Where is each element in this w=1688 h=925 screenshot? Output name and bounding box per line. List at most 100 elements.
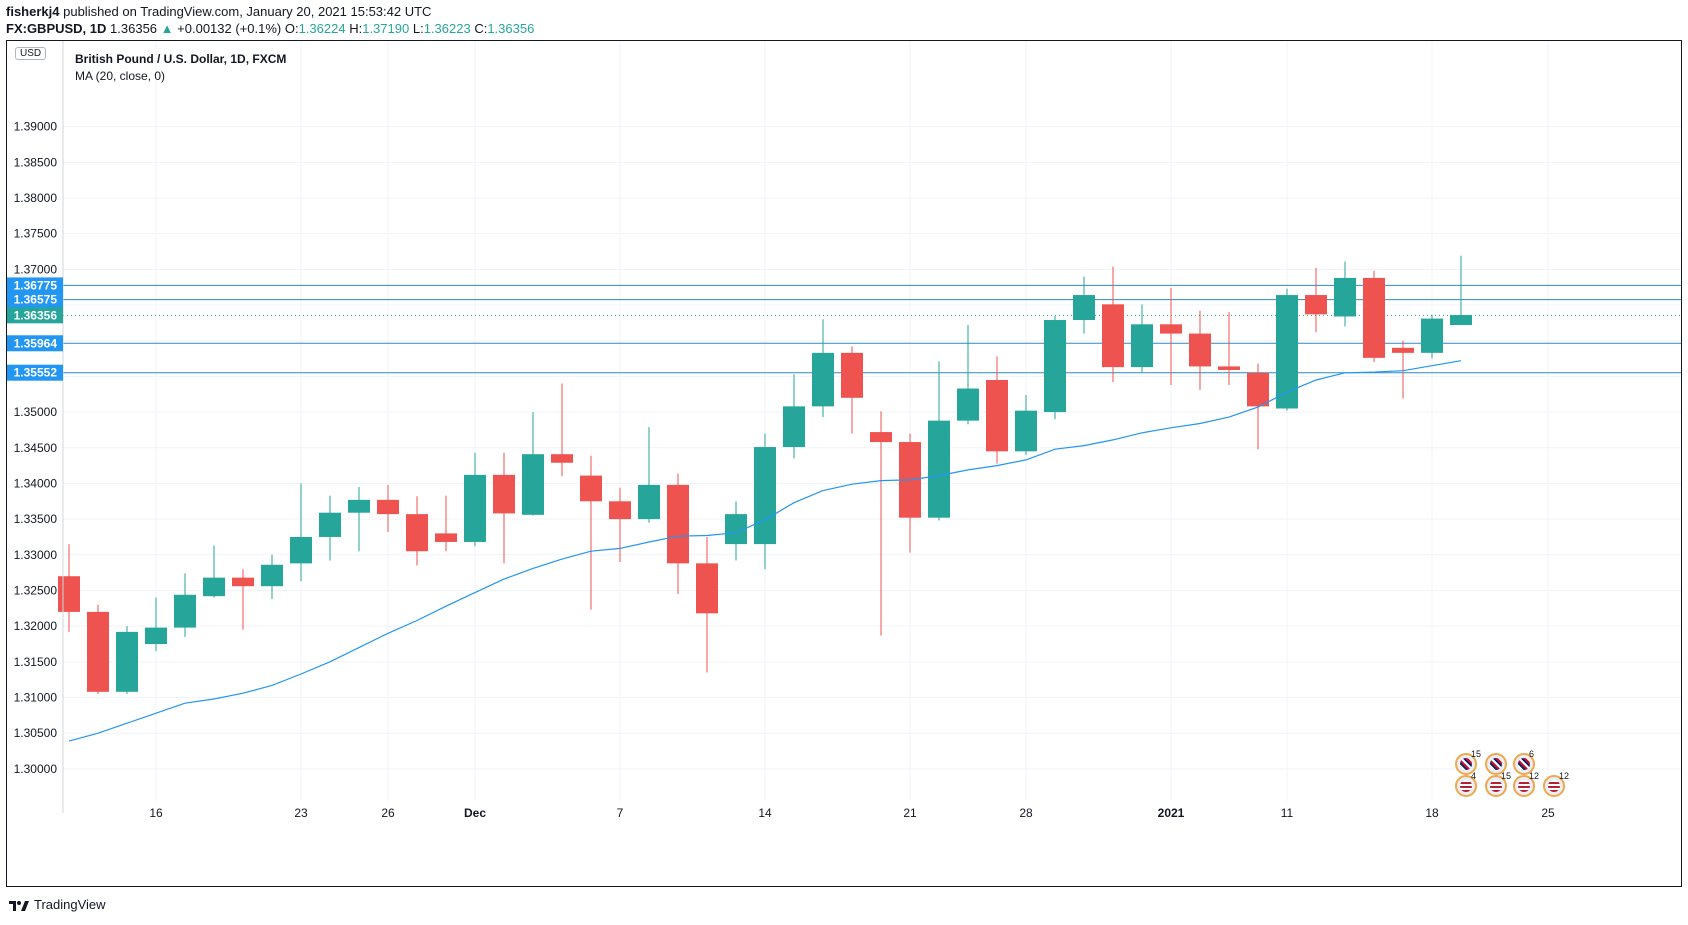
y-tick-label: 1.38000 [14,191,58,205]
uk-flag-icon[interactable]: 15 [1455,749,1481,775]
x-tick-label: 7 [617,806,624,820]
publisher-name[interactable]: fisherkj4 [6,4,60,19]
x-tick-label: 16 [149,806,163,820]
candle-body[interactable] [1131,324,1153,368]
candle-body[interactable] [145,627,167,645]
level-label-bg [7,364,63,381]
candle-body[interactable] [87,611,109,692]
published-text: published on TradingView.com, January 20… [63,4,432,19]
y-tick-label: 1.30000 [14,762,58,776]
x-tick-label: 2021 [1158,806,1185,820]
event-count: 4 [1471,771,1477,781]
candle-body[interactable] [522,454,544,515]
y-tick-label: 1.35000 [14,405,58,419]
candle-body[interactable] [1247,372,1269,407]
candle-body[interactable] [638,484,660,520]
candle-body[interactable] [232,577,254,587]
candle-body[interactable] [1015,410,1037,452]
candle-body[interactable] [754,447,776,545]
publish-line: fisherkj4 published on TradingView.com, … [6,4,431,19]
candle-body[interactable] [957,388,979,421]
candle-body[interactable] [464,474,486,542]
candle-body[interactable] [1189,333,1211,367]
candle-body[interactable] [928,420,950,518]
legend-indicator[interactable]: MA (20, close, 0) [75,69,166,83]
currency-badge[interactable]: USD [15,47,47,60]
x-tick-label: 18 [1425,806,1439,820]
event-count: 15 [1471,749,1482,759]
candle-body[interactable] [783,406,805,448]
y-tick-label: 1.31500 [14,655,58,669]
y-tick-label: 1.37000 [14,262,58,276]
chart-frame[interactable]: 1.30000 1.30500 1.31000 1.31500 1.32000 1.325… [6,40,1682,887]
candle-body[interactable] [116,631,138,692]
candle-body[interactable] [406,514,428,552]
candle-body[interactable] [812,352,834,407]
candle-body[interactable] [841,352,863,398]
candle-body[interactable] [609,501,631,520]
candle-body[interactable] [319,512,341,537]
event-count: 12 [1559,771,1570,781]
y-tick-label: 1.33500 [14,512,58,526]
candle-body[interactable] [174,594,196,628]
candle-body[interactable] [667,484,689,564]
candle-body[interactable] [1276,295,1298,409]
level-label: 1.36775 [14,278,58,292]
chart-legend: British Pound / U.S. Dollar, 1D, FXCM MA… [75,51,286,85]
uk-flag-icon[interactable]: 6 [1513,749,1535,775]
level-label-bg [7,291,63,308]
us-flag-icon[interactable]: 12 [1513,771,1539,797]
y-tick-label: 1.37500 [14,227,58,241]
candle-body[interactable] [1421,318,1443,353]
x-tick-label: Dec [464,806,486,820]
candle-body[interactable] [377,499,399,515]
open-value: 1.36224 [298,21,346,36]
horizontal-levels [63,284,1681,374]
level-label: 1.35964 [14,336,58,350]
candle-body[interactable] [1073,295,1095,321]
candle-body[interactable] [203,577,225,597]
candle-body[interactable] [1160,324,1182,334]
candle-body[interactable] [551,454,573,463]
ma-line [68,360,1462,742]
candle-body[interactable] [1218,366,1240,370]
us-flag-icon[interactable]: 12 [1543,771,1569,797]
grid-lines [63,41,1681,801]
candle-body[interactable] [1392,347,1414,353]
candles [58,255,1472,694]
candle-body[interactable] [580,475,602,502]
us-flag-icon[interactable]: 15 [1485,771,1511,797]
candle-body[interactable] [1044,320,1066,413]
candle-body[interactable] [261,564,283,587]
candle-body[interactable] [986,379,1008,452]
price-chart[interactable]: 1.30000 1.30500 1.31000 1.31500 1.32000 1.325… [7,41,1681,886]
footer-brand[interactable]: TradingView [34,897,106,912]
candle-body[interactable] [1450,315,1472,326]
high-label: H: [349,21,363,36]
y-tick-label: 1.39000 [14,120,58,134]
event-count: 6 [1529,749,1535,759]
candle-body[interactable] [1102,304,1124,368]
candle-body[interactable] [493,474,515,514]
x-tick-label: 25 [1541,806,1555,820]
y-tick-label: 1.34000 [14,476,58,490]
level-label: 1.36575 [14,293,58,307]
candle-body[interactable] [348,499,370,513]
y-tick-label: 1.31000 [14,691,58,705]
event-count: 15 [1501,771,1512,781]
candle-body[interactable] [1334,277,1356,317]
candle-body[interactable] [696,563,718,614]
candle-body[interactable] [290,536,312,564]
candle-body[interactable] [435,533,457,542]
candle-body[interactable] [1363,277,1385,358]
level-label: 1.36356 [14,308,58,322]
uk-flag-icon[interactable] [1485,753,1507,775]
symbol-label: FX:GBPUSD, 1D [6,21,107,36]
candle-body[interactable] [1305,295,1327,315]
candle-body[interactable] [870,432,892,443]
us-flag-icon[interactable]: 4 [1455,771,1477,797]
symbol-line: FX:GBPUSD, 1D 1.36356 ▲ +0.00132 (+0.1%)… [6,21,534,36]
candle-body[interactable] [725,514,747,545]
candle-body[interactable] [58,576,80,612]
